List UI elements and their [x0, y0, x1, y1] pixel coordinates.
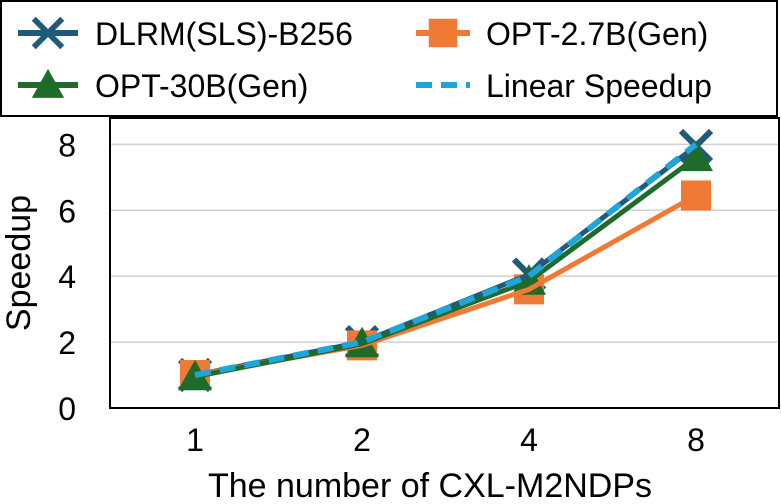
series-line [194, 155, 698, 380]
y-tick-label: 6 [58, 193, 76, 229]
plot-area-frame [109, 117, 780, 409]
legend-label: Linear Speedup [486, 68, 712, 104]
x-marker-icon [31, 16, 65, 50]
y-tick-label: 0 [58, 391, 76, 427]
legend-item: DLRM(SLS)-B256 [18, 16, 353, 52]
series-lines [194, 142, 698, 380]
legend: DLRM(SLS)-B256 OPT-2.7B(Gen) OPT-30B(Gen) L… [0, 0, 778, 117]
x-tick-label: 8 [687, 422, 705, 458]
x-axis-title: The number of CXL-M2NDPs [208, 467, 652, 504]
series-markers [177, 128, 714, 393]
x-tick-label: 1 [186, 422, 204, 458]
series-line [194, 144, 698, 378]
x-tick-labels: 1 2 4 8 [186, 422, 705, 458]
x-tick-label: 2 [353, 422, 371, 458]
y-axis-title: Speedup [0, 195, 38, 331]
legend-label: DLRM(SLS)-B256 [95, 16, 353, 52]
series-line [194, 193, 698, 378]
x-tick-label: 4 [520, 422, 538, 458]
triangle-marker-icon [31, 68, 65, 98]
y-tick-label: 4 [58, 259, 76, 295]
square-marker-icon [428, 18, 458, 48]
y-tick-label: 2 [58, 325, 76, 361]
series-line [194, 142, 698, 378]
legend-item: OPT-30B(Gen) [18, 68, 308, 104]
y-tick-label: 8 [58, 127, 76, 163]
legend-label: OPT-30B(Gen) [95, 68, 308, 104]
legend-box [0, 0, 778, 117]
legend-item: OPT-2.7B(Gen) [416, 16, 708, 52]
legend-label: OPT-2.7B(Gen) [486, 16, 708, 52]
y-tick-labels: 0 2 4 6 8 [58, 127, 76, 427]
legend-item: Linear Speedup [416, 68, 712, 104]
gridlines [110, 143, 779, 343]
